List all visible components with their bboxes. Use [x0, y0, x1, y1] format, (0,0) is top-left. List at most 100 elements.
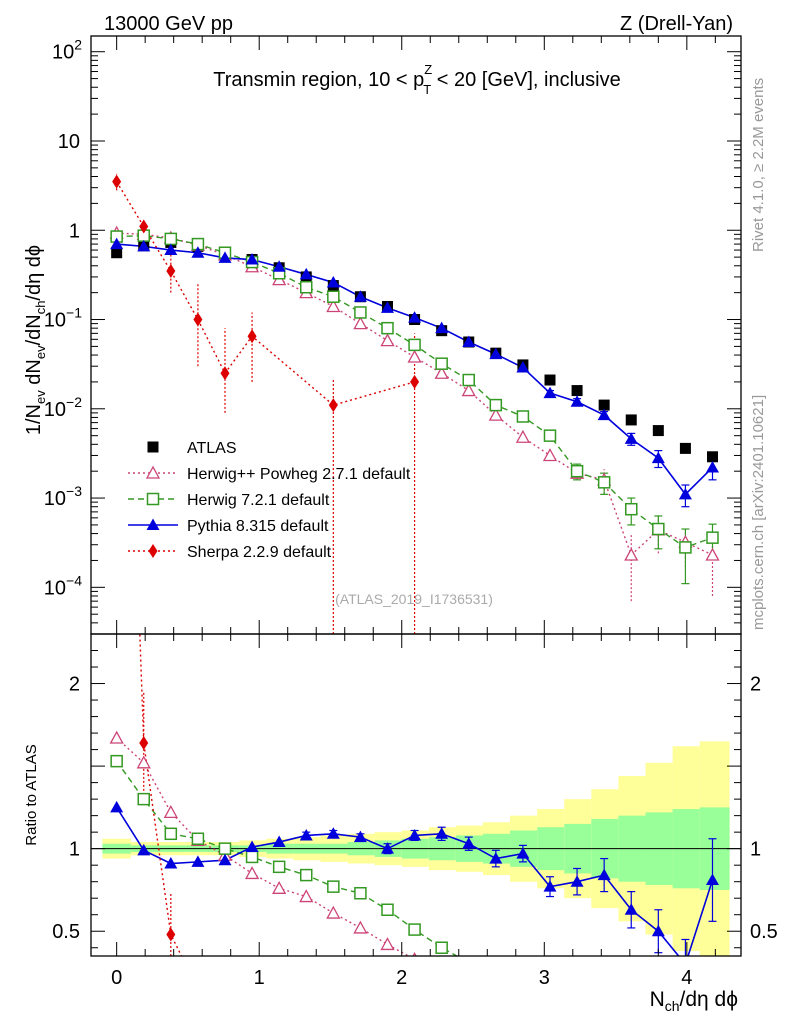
- ratio-point-pythia-8-315-default: [164, 857, 178, 869]
- main-point-pythia-8-315-default: [218, 251, 232, 263]
- ratio-y-tick-label: 1: [69, 839, 80, 861]
- ratio-point-pythia-8-315-default: [651, 924, 665, 937]
- main-point-pythia-8-315-default: [651, 451, 665, 464]
- ratio-point-pythia-8-315-default: [245, 840, 259, 853]
- y-tick-label: 102: [52, 37, 82, 64]
- legend-label-atlas: ATLAS: [187, 440, 237, 457]
- main-point-pythia-8-315-default: [705, 460, 719, 473]
- legend: ATLAS Herwig++ Powheg 2.7.1 default Herwig…: [128, 440, 411, 561]
- ratio-point-pythia-8-315-default: [408, 828, 422, 841]
- x-tick-label: 2: [396, 967, 407, 989]
- main-point-pythia-8-315-default: [110, 237, 124, 250]
- main-point-pythia-8-315-default: [272, 260, 286, 272]
- legend-marker-herwig-7-2-1-default: [146, 492, 160, 506]
- main-point-pythia-8-315-default: [435, 321, 449, 334]
- ratio-point-herwig-7-2-1-default: [354, 887, 367, 900]
- ratio-y-tick-label-right: 2: [750, 674, 761, 696]
- main-point-herwig-7-2-1-default: [299, 280, 313, 294]
- main-point-atlas: [598, 399, 610, 411]
- ratio-line-herwig-powheg-2-7-1-default: [116, 737, 411, 956]
- legend-label-herwig-7-2-1-default: Herwig 7.2.1 default: [187, 492, 330, 509]
- main-point-herwig-powheg-2-7-1-default: [326, 299, 341, 313]
- main-point-pythia-8-315-default: [164, 243, 178, 256]
- ratio-point-herwig-7-2-1-default: [435, 941, 448, 954]
- xlabel-s1: ch: [665, 998, 680, 1014]
- main-point-atlas: [544, 374, 556, 386]
- main-point-pythia-8-315-default: [570, 395, 584, 407]
- main-point-pythia-8-315-default: [597, 408, 611, 421]
- ratio-point-herwig-7-2-1-default: [137, 792, 150, 806]
- title-sub: T: [423, 82, 431, 97]
- main-point-herwig-7-2-1-default: [543, 429, 557, 442]
- ratio-point-herwig-powheg-2-7-1-default: [109, 730, 124, 744]
- plot-title: Transmin region, 10 < pZ T < 20 [GeV], in…: [213, 62, 621, 97]
- main-point-pythia-8-315-default: [299, 267, 313, 280]
- x-tick-label: 4: [681, 967, 692, 989]
- main-point-sherpa-2-2-9-default: [410, 374, 420, 389]
- main-point-herwig-powheg-2-7-1-default: [353, 316, 368, 330]
- ratio-point-pythia-8-315-default: [299, 828, 313, 841]
- main-point-pythia-8-315-default: [516, 361, 530, 373]
- axes: 0 1 2 3 4 102 10 1 10−1 10−2 10−3 10−4 2 2 1 1 0.5 0.5: [44, 35, 778, 989]
- main-point-herwig-powheg-2-7-1-default: [461, 383, 476, 397]
- ratio-point-pythia-8-315-default: [110, 800, 124, 813]
- ratio-point-pythia-8-315-default: [272, 835, 286, 848]
- main-point-pythia-8-315-default: [489, 347, 503, 360]
- rivet-label: Rivet 4.1.0, ≥ 2.2M events: [750, 78, 767, 252]
- ratio-point-pythia-8-315-default: [705, 873, 719, 886]
- main-point-pythia-8-315-default: [462, 335, 476, 348]
- main-point-pythia-8-315-default: [678, 487, 692, 500]
- mcplots-label: mcplots.cern.ch [arXiv:2401.10621]: [750, 395, 767, 630]
- ratio-y-tick-label-right: 1: [750, 839, 761, 861]
- ratio-point-herwig-powheg-2-7-1-default: [326, 905, 341, 919]
- xlabel-p1: N: [650, 988, 665, 1011]
- main-point-pythia-8-315-default: [624, 432, 638, 444]
- legend-label-sherpa-2-2-9-default: Sherpa 2.2.9 default: [187, 544, 332, 561]
- ratio-point-pythia-8-315-default: [353, 830, 367, 843]
- ratio-point-herwig-7-2-1-default: [164, 827, 178, 841]
- main-point-sherpa-2-2-9-default: [247, 329, 257, 344]
- title-sup: Z: [424, 62, 432, 77]
- legend-marker-herwig-powheg-2-7-1-default: [145, 465, 161, 479]
- ylabel-s1: ev: [33, 390, 48, 404]
- legend-marker-pythia-8-315-default: [146, 518, 160, 530]
- legend-label-pythia-8-315-default: Pythia 8.315 default: [187, 518, 329, 535]
- ylabel-p4: /dη dϕ: [23, 245, 45, 301]
- ratio-point-pythia-8-315-default: [326, 827, 340, 839]
- main-point-sherpa-2-2-9-default: [139, 219, 149, 234]
- ratio-line-sherpa-2-2-9-default: [139, 634, 183, 956]
- x-tick-label: 1: [254, 967, 265, 989]
- main-point-herwig-7-2-1-default: [435, 357, 448, 370]
- main-point-herwig-7-2-1-default: [462, 373, 475, 387]
- main-point-sherpa-2-2-9-default: [220, 366, 230, 381]
- main-point-herwig-powheg-2-7-1-default: [434, 365, 449, 379]
- legend-marker-atlas: [147, 441, 159, 453]
- main-point-herwig-powheg-2-7-1-default: [407, 349, 422, 363]
- analysis-watermark: (ATLAS_2019_I1736531): [335, 591, 493, 607]
- x-axis-label: Nch/dη dϕ: [650, 988, 738, 1014]
- main-point-herwig-7-2-1-default: [489, 398, 503, 412]
- main-point-sherpa-2-2-9-default: [328, 398, 338, 413]
- ratio-y-tick-label: 2: [69, 674, 80, 696]
- main-point-herwig-powheg-2-7-1-default: [624, 547, 639, 561]
- main-point-atlas: [625, 414, 637, 426]
- main-point-atlas: [706, 451, 718, 463]
- ratio-point-sherpa-2-2-9-default: [166, 927, 176, 942]
- ratio-point-pythia-8-315-default: [435, 827, 449, 839]
- main-point-herwig-7-2-1-default: [381, 321, 394, 335]
- ratio-point-pythia-8-315-default: [570, 875, 584, 887]
- main-point-herwig-7-2-1-default: [597, 476, 611, 489]
- main-point-herwig-powheg-2-7-1-default: [488, 407, 503, 421]
- main-point-herwig-powheg-2-7-1-default: [515, 429, 531, 443]
- ratio-point-pythia-8-315-default: [489, 852, 503, 864]
- ratio-point-herwig-powheg-2-7-1-default: [272, 880, 287, 894]
- main-point-pythia-8-315-default: [137, 239, 151, 252]
- main-series-markers: [109, 174, 720, 561]
- main-series-lines: [116, 173, 717, 634]
- main-point-herwig-7-2-1-default: [164, 232, 178, 246]
- ratio-point-pythia-8-315-default: [624, 903, 638, 915]
- ratio-y-tick-label: 0.5: [52, 921, 80, 943]
- energy-label: 13000 GeV pp: [104, 13, 233, 35]
- y-tick-label: 10−2: [44, 394, 82, 421]
